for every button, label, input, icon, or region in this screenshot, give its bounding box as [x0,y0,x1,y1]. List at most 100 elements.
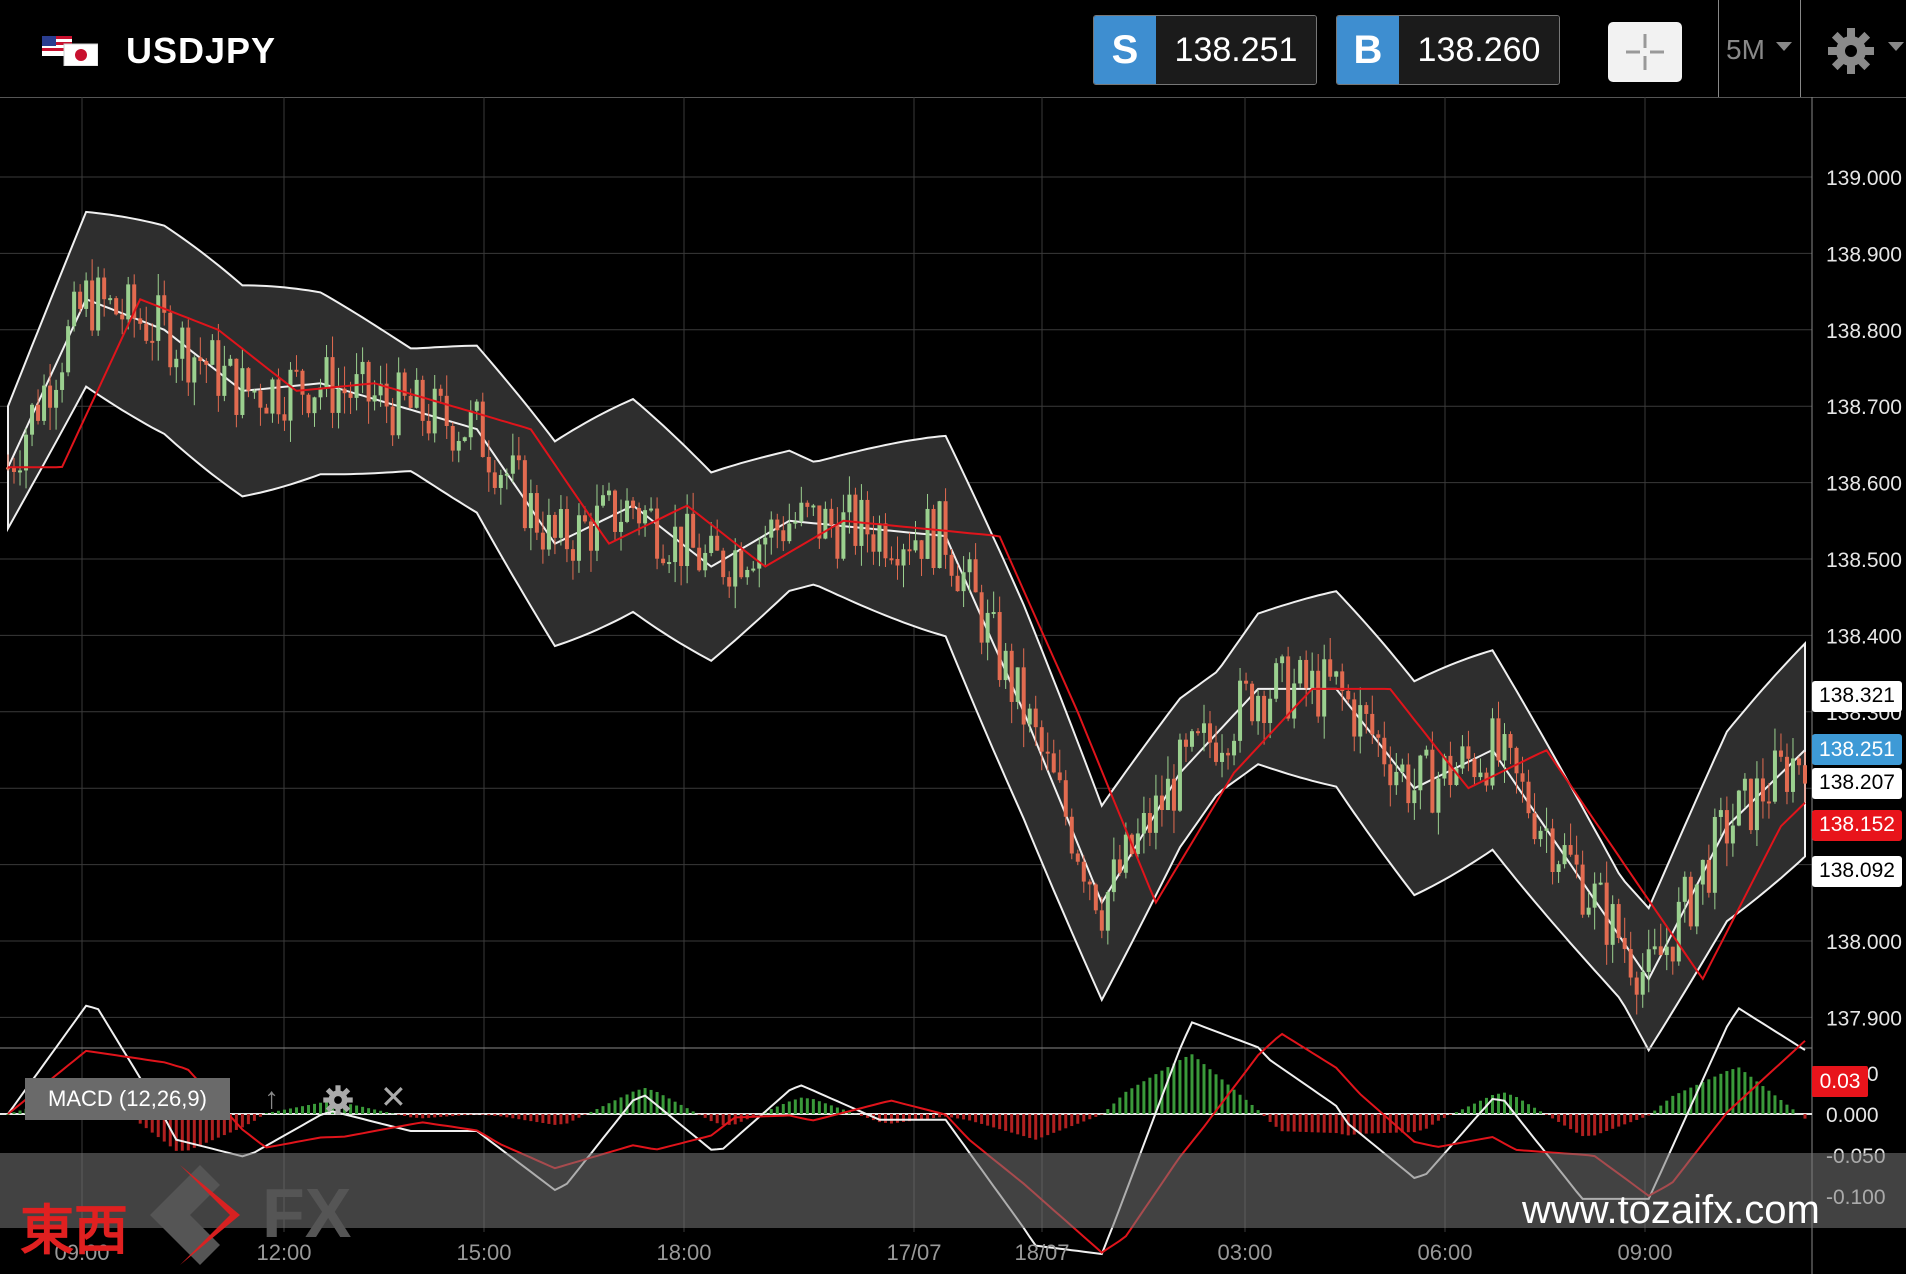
macd-bar [1629,1114,1633,1123]
candle-body [1075,853,1080,862]
macd-bar [1611,1114,1615,1129]
candle-body [294,369,299,372]
macd-bar [1148,1077,1152,1114]
macd-bar [300,1106,304,1114]
candle-body [1274,663,1279,699]
macd-bar [553,1114,557,1125]
candle-body [1796,758,1801,766]
macd-bar [847,1111,851,1114]
crosshair-button[interactable] [1608,22,1682,82]
candle-body [90,280,95,331]
macd-bar [667,1098,671,1114]
time-tick-label: 03:00 [1217,1240,1272,1265]
macd-bar [823,1103,827,1114]
macd-bar [601,1106,605,1114]
close-icon[interactable]: ✕ [380,1079,407,1115]
candle-body [252,390,257,393]
symbol-title[interactable]: USDJPY [126,30,277,71]
macd-bar [1671,1095,1675,1114]
candle-body [1388,764,1393,786]
macd-bar [1274,1114,1278,1127]
candle-body [258,390,263,408]
candle-body [1418,755,1423,791]
candle-body [1352,699,1357,737]
macd-bar [517,1114,521,1120]
gear-icon[interactable] [322,1084,354,1116]
arrow-up-icon[interactable]: ↑ [264,1082,279,1115]
candle-body [42,385,47,421]
macd-bar [643,1088,647,1114]
candle-body [781,530,786,542]
macd-bar [1208,1069,1212,1114]
buy-quote-button[interactable]: B 138.260 [1336,15,1560,85]
chevron-down-icon[interactable] [1776,42,1792,51]
candle-body [817,505,822,539]
macd-indicator-label[interactable]: MACD (12,26,9) [25,1078,230,1120]
macd-bar [1418,1114,1422,1131]
macd-bar [1040,1114,1044,1138]
candle-body [1688,876,1693,927]
candle-body [1538,830,1543,840]
macd-bar [433,1114,437,1118]
macd-bar [499,1114,503,1117]
price-tick-label: 138.500 [1826,549,1902,572]
candle-body [667,562,672,565]
macd-bar [1226,1084,1230,1114]
candle-body [1081,861,1086,882]
candle-body [60,372,65,390]
candle-body [30,404,35,435]
macd-bar [1731,1069,1735,1114]
candle-body [967,559,972,573]
timeframe-selector[interactable]: 5M [1726,34,1765,65]
candle-body [649,508,654,511]
candle-body [1460,746,1465,769]
candle-body [162,295,167,313]
candle-body [306,394,311,414]
gear-icon[interactable] [1826,26,1876,76]
candle-body [1021,667,1026,725]
candle-body [1027,708,1032,725]
macd-bar [589,1111,593,1114]
macd-bar [637,1089,641,1114]
macd-bar [950,1114,954,1118]
macd-bar [721,1114,725,1126]
candle-body [1640,971,1645,995]
candle-body [1045,751,1050,754]
macd-signal-line [7,1032,1806,1254]
macd-bar [1472,1103,1476,1114]
macd-bar [1028,1114,1032,1138]
candle-body [757,544,762,569]
candle-body [1532,813,1537,840]
macd-bar [1575,1114,1579,1133]
candle-body [1628,949,1633,978]
macd-bar [1112,1103,1116,1114]
macd-bar [391,1113,395,1114]
macd-bar [1605,1114,1609,1131]
candle-body [480,401,485,457]
macd-bar [901,1114,905,1122]
candle-body [1694,884,1699,927]
candle-body [1141,813,1146,834]
macd-bar [1412,1114,1416,1133]
candle-body [180,327,185,359]
macd-bar [1436,1114,1440,1121]
candle-body [685,513,690,567]
sell-quote-button[interactable]: S 138.251 [1093,15,1317,85]
macd-bar [1755,1081,1759,1114]
macd-bar [1268,1114,1272,1122]
candle-body [1201,723,1206,733]
candle-body [1478,772,1483,778]
candle-body [330,357,335,413]
candle-body [1448,755,1453,786]
price-tick-label: 138.600 [1826,473,1902,496]
candle-body [1598,882,1603,885]
candle-body [246,368,251,391]
price-tick-label: 137.900 [1826,1007,1902,1030]
macd-bar [1743,1072,1747,1114]
macd-bar [895,1114,899,1123]
price-tick-label: 138.900 [1826,243,1902,266]
candle-body [1580,864,1585,915]
chevron-down-icon[interactable] [1888,42,1904,51]
price-tick-label: 138.700 [1826,396,1902,419]
